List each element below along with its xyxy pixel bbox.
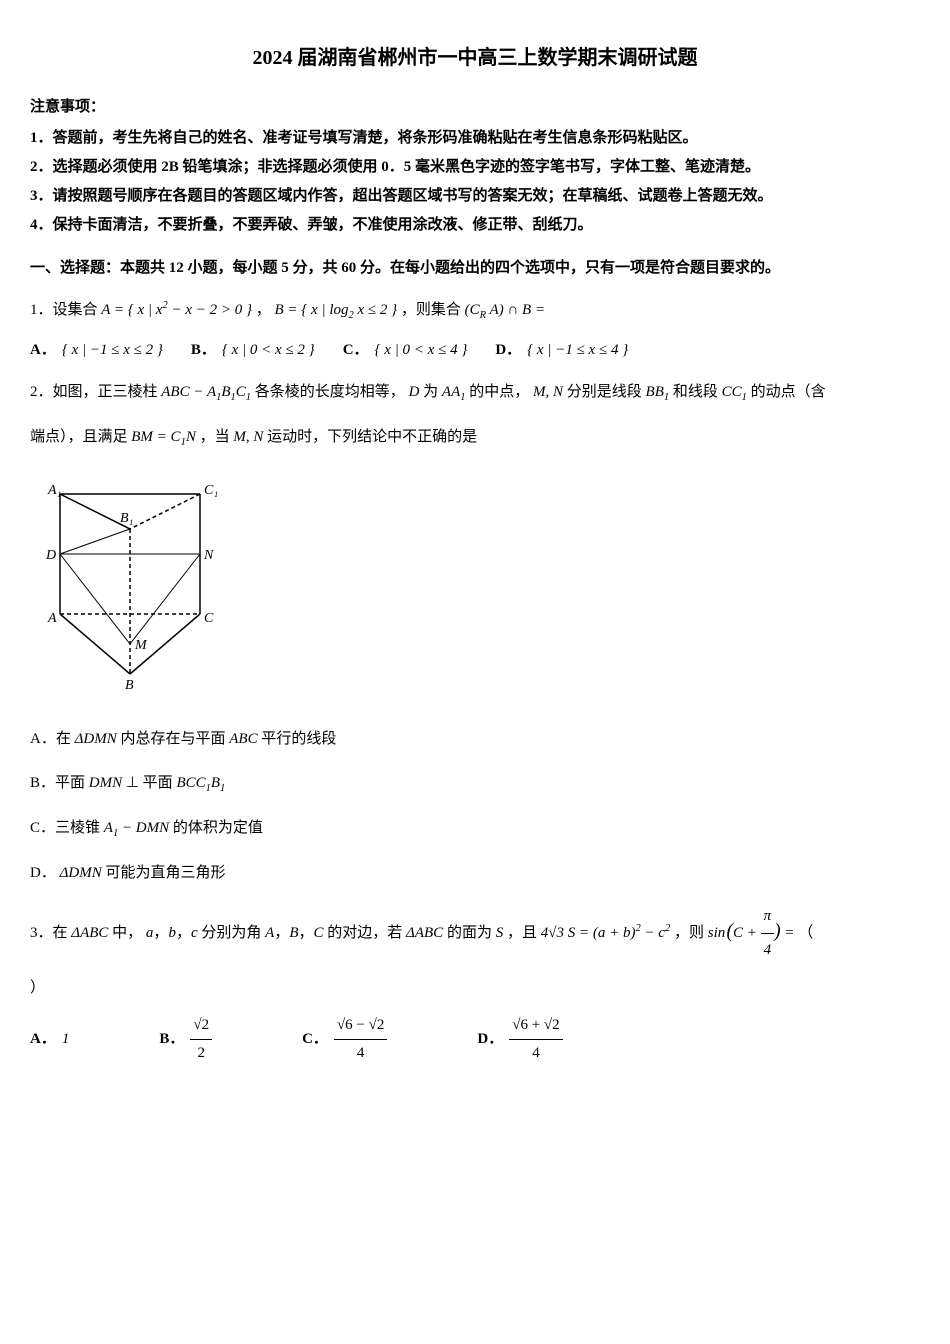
q3-stem-f: ，且 (507, 925, 541, 941)
q3-tri2: ΔABC (406, 925, 443, 941)
q1-stem-prefix: 1．设集合 (30, 302, 101, 318)
svg-text:C₁: C₁ (204, 483, 218, 498)
q2-stem-1b: 各条棱的长度均相等， (255, 384, 405, 400)
q2-A-end: 平行的线段 (261, 731, 336, 747)
q2-stem-1f: 的动点（含 (751, 384, 826, 400)
q3-options: A．1 B．√22 C．√6 − √24 D．√6 + √24 (30, 1012, 920, 1067)
q2-BMeq: BM = C1N (131, 429, 196, 445)
q2-stem-1c: 的中点， (469, 384, 529, 400)
page-title: 2024 届湖南省郴州市一中高三上数学期末调研试题 (30, 40, 920, 76)
q2-prism: ABC − A1B1C1 (161, 384, 251, 400)
q3-stem-d: 的对边，若 (327, 925, 406, 941)
q3-eq: 4√3 S = (a + b)2 − c2 (541, 925, 671, 941)
q2-option-C: C．三棱锥 A1 − DMN 的体积为定值 (30, 813, 920, 844)
q3-option-A: A．1 (30, 1026, 69, 1053)
q2-MN2: M, N (233, 429, 263, 445)
notice-1: 1．答题前，考生先将自己的姓名、准考证号填写清楚，将条形码准确粘贴在考生信息条形… (30, 125, 920, 152)
q3-stem-c: 分别为角 (201, 925, 265, 941)
q2-stem-2a: 端点），且满足 (30, 429, 131, 445)
notice-3: 3．请按照题号顺序在各题目的答题区域内作答，超出答题区域书写的答案无效；在草稿纸… (30, 183, 920, 210)
q2-B-bcc: BCC1B1 (176, 775, 225, 791)
q3-abc: a (146, 925, 154, 941)
svg-text:B₁: B₁ (120, 511, 133, 526)
q2-A-dmn: ΔDMN (75, 731, 117, 747)
question-2: 2．如图，正三棱柱 ABC − A1B1C1 各条棱的长度均相等， D 为 AA… (30, 376, 920, 409)
question-1: 1．设集合 A = { x | x2 − x − 2 > 0 } ， B = {… (30, 294, 920, 327)
q1-comma: ， (256, 302, 271, 318)
q2-BB1: BB1 (646, 384, 670, 400)
q2-B-dmn: DMN (89, 775, 122, 791)
svg-text:M: M (134, 638, 148, 653)
q1-expr: (CR A) ∩ B = (465, 302, 545, 318)
notice-header: 注意事项： (30, 94, 920, 121)
q3-option-C: C．√6 − √24 (302, 1012, 387, 1067)
q3-sin: sin (C + π4) = (708, 925, 795, 941)
question-2-line2: 端点），且满足 BM = C1N ，当 M, N 运动时，下列结论中不正确的是 (30, 421, 920, 454)
q2-B-pre: B．平面 (30, 775, 89, 791)
q2-A-post: 内总存在与平面 (120, 731, 229, 747)
q2-CC1: CC1 (722, 384, 747, 400)
q3-stem-h: （ (798, 925, 813, 941)
q2-MN: M, N (533, 384, 563, 400)
q2-option-B: B．平面 DMN ⊥ 平面 BCC1B1 (30, 768, 920, 799)
svg-text:N: N (203, 548, 214, 563)
q3-tri: ΔABC (71, 925, 108, 941)
q3-close: ） (30, 975, 920, 1002)
q2-D: D (409, 384, 420, 400)
q3-stem-a: 3．在 (30, 925, 71, 941)
q2-C-post: 的体积为定值 (173, 820, 263, 836)
q3-stem-g: ，则 (674, 925, 708, 941)
q2-C-pre: C．三棱锥 (30, 820, 104, 836)
q1-option-C: C．{ x | 0 < x ≤ 4 } (343, 337, 468, 364)
notice-2: 2．选择题必须使用 2B 铅笔填涂；非选择题必须使用 0．5 毫米黑色字迹的签字… (30, 154, 920, 181)
q1-stem-mid: ，则集合 (401, 302, 465, 318)
question-3: 3．在 ΔABC 中， a，b，c 分别为角 A，B，C 的对边，若 ΔABC … (30, 900, 920, 967)
svg-text:B: B (125, 678, 134, 693)
q1-option-D: D．{ x | −1 ≤ x ≤ 4 } (495, 337, 628, 364)
q3-option-D: D．√6 + √24 (477, 1012, 562, 1067)
q2-D-post: 可能为直角三角形 (105, 865, 225, 881)
q2-D-pre: D． (30, 865, 56, 881)
q3-option-B: B．√22 (159, 1012, 212, 1067)
q1-options: A．{ x | −1 ≤ x ≤ 2 } B．{ x | 0 < x ≤ 2 }… (30, 337, 920, 364)
q1-option-B: B．{ x | 0 < x ≤ 2 } (191, 337, 315, 364)
svg-text:A₁: A₁ (47, 483, 61, 498)
q2-A-abc: ABC (229, 731, 257, 747)
svg-text:D: D (45, 548, 56, 563)
q2-D-dmn: ΔDMN (60, 865, 102, 881)
q2-option-D: D． ΔDMN 可能为直角三角形 (30, 858, 920, 888)
q3-S: S (496, 925, 504, 941)
q2-A-pre: A．在 (30, 731, 75, 747)
q2-diagram: A₁ C₁ B₁ D N A C M B (40, 474, 920, 704)
q1-set-A: A = { x | x2 − x − 2 > 0 } (101, 302, 252, 318)
q3-stem-e: 的面为 (447, 925, 496, 941)
q3-ABC: A (265, 925, 274, 941)
q2-option-A: A．在 ΔDMN 内总存在与平面 ABC 平行的线段 (30, 724, 920, 754)
q2-stem-1e: 和线段 (673, 384, 722, 400)
q1-set-B: B = { x | log2 x ≤ 2 } (275, 302, 398, 318)
svg-text:C: C (204, 611, 214, 626)
q2-stem-2b: ，当 (200, 429, 234, 445)
section1-intro: 一、选择题：本题共 12 小题，每小题 5 分，共 60 分。在每小题给出的四个… (30, 255, 920, 282)
q1-option-A: A．{ x | −1 ≤ x ≤ 2 } (30, 337, 163, 364)
svg-text:A: A (47, 611, 57, 626)
q2-stem-1a: 2．如图，正三棱柱 (30, 384, 161, 400)
q2-stem-1d: 分别是线段 (567, 384, 646, 400)
notice-4: 4．保持卡面清洁，不要折叠，不要弄破、弄皱，不准使用涂改液、修正带、刮纸刀。 (30, 212, 920, 239)
q2-B-perp: ⊥ 平面 (126, 775, 177, 791)
q2-C-a1dmn: A1 − DMN (104, 820, 169, 836)
q2-stem-2c: 运动时，下列结论中不正确的是 (267, 429, 477, 445)
q3-stem-b: 中， (112, 925, 142, 941)
